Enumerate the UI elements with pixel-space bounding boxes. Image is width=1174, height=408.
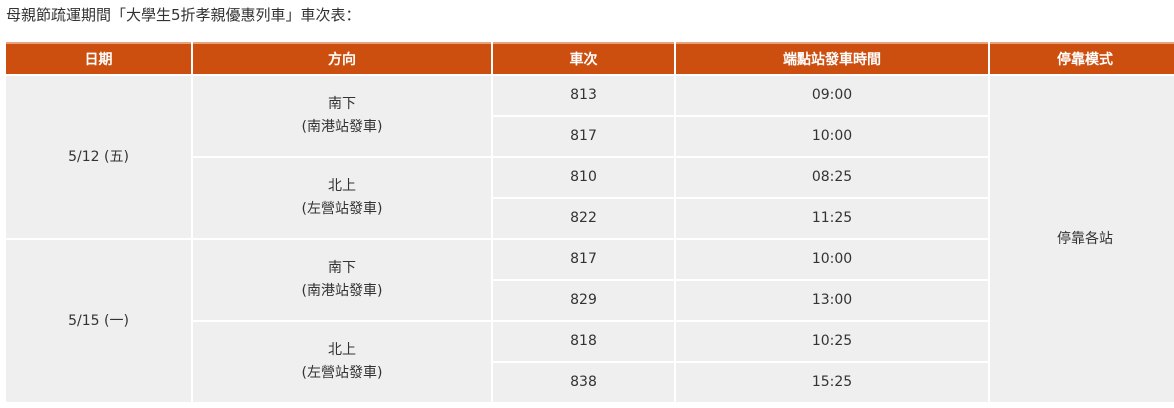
- header-departure-time: 端點站發車時間: [676, 42, 988, 74]
- date-cell: 5/12 (五): [6, 76, 191, 238]
- departure-time-cell: 09:00: [676, 76, 988, 115]
- direction-name: 北上: [328, 178, 356, 194]
- table-row: 5/15 (一) 南下 (南港站發車) 817 10:00: [6, 240, 1174, 402]
- table-row: 829 13:00: [6, 281, 1174, 320]
- direction-origin: (南港站發車): [301, 119, 383, 135]
- table-row: 北上 (左營站發車) 818 10:25: [6, 322, 1174, 402]
- header-direction: 方向: [193, 42, 491, 74]
- direction-name: 北上: [328, 342, 356, 358]
- train-schedule-table: 日期 方向 車次 端點站發車時間 停靠模式 5/12 (五) 南下 (南港站發車…: [4, 40, 1174, 404]
- direction-cell: 南下 (南港站發車): [193, 240, 491, 320]
- train-number-cell: 813: [493, 76, 674, 115]
- direction-cell: 南下 (南港站發車): [193, 76, 491, 156]
- header-row: 日期 方向 車次 端點站發車時間 停靠模式: [6, 42, 1174, 74]
- departure-time-cell: 08:25: [676, 158, 988, 197]
- departure-time-cell: 15:25: [676, 363, 988, 402]
- direction-cell: 北上 (左營站發車): [193, 158, 491, 238]
- direction-name: 南下: [328, 260, 356, 276]
- header-stop-mode: 停靠模式: [990, 42, 1174, 74]
- direction-origin: (左營站發車): [301, 365, 383, 381]
- departure-time-cell: 11:25: [676, 199, 988, 238]
- table-row: 838 15:25: [6, 363, 1174, 402]
- direction-origin: (南港站發車): [301, 283, 383, 299]
- train-number-cell: 822: [493, 199, 674, 238]
- stop-mode-cell: 停靠各站: [990, 76, 1174, 402]
- direction-origin: (左營站發車): [301, 201, 383, 217]
- table-row: 北上 (左營站發車) 810 08:25: [6, 158, 1174, 238]
- departure-time-cell: 10:00: [676, 240, 988, 279]
- train-number-cell: 838: [493, 363, 674, 402]
- train-number-cell: 818: [493, 322, 674, 361]
- train-number-cell: 810: [493, 158, 674, 197]
- departure-time-cell: 13:00: [676, 281, 988, 320]
- page-caption: 母親節疏運期間「大學生5折孝親優惠列車」車次表：: [6, 6, 361, 24]
- direction-name: 南下: [328, 96, 356, 112]
- header-date: 日期: [6, 42, 191, 74]
- train-number-cell: 817: [493, 240, 674, 279]
- table-row: 817 10:00: [6, 117, 1174, 156]
- train-number-cell: 829: [493, 281, 674, 320]
- direction-cell: 北上 (左營站發車): [193, 322, 491, 402]
- header-train-number: 車次: [493, 42, 674, 74]
- departure-time-cell: 10:00: [676, 117, 988, 156]
- date-cell: 5/15 (一): [6, 240, 191, 402]
- departure-time-cell: 10:25: [676, 322, 988, 361]
- table-row: 5/12 (五) 南下 (南港站發車) 813 09:00 停靠各站: [6, 76, 1174, 402]
- train-number-cell: 817: [493, 117, 674, 156]
- table-row: 822 11:25: [6, 199, 1174, 238]
